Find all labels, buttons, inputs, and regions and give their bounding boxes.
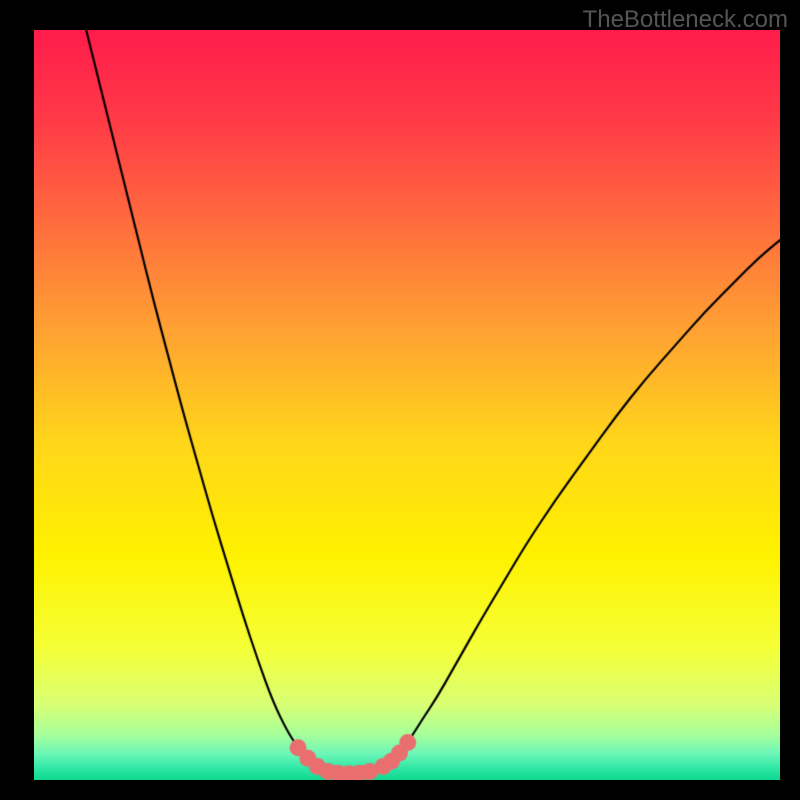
chart-stage: TheBottleneck.com <box>0 0 800 800</box>
bottleneck-chart <box>34 30 780 780</box>
watermark-text: TheBottleneck.com <box>583 6 788 34</box>
